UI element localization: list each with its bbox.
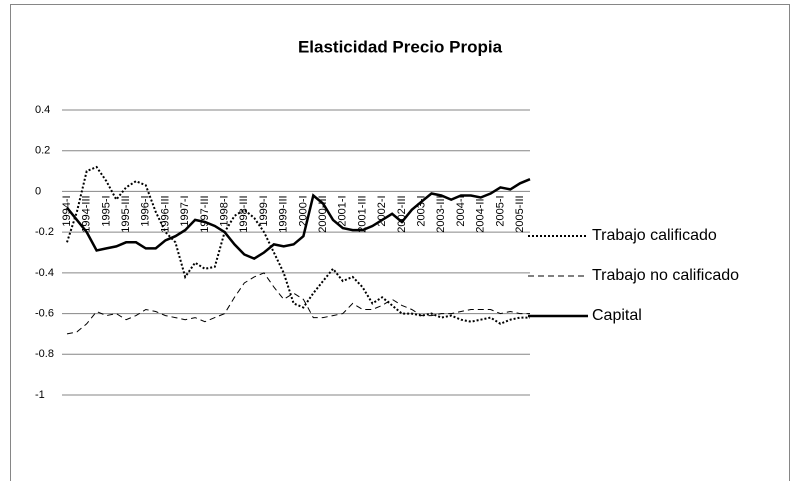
x-tick-label: 2004-III [475, 195, 487, 232]
x-tick-label: 2005-III [514, 195, 526, 232]
y-tick-label: -0.8 [35, 348, 54, 360]
x-tick-label: 2003-III [435, 195, 447, 232]
x-tick-label: 1996-I [140, 195, 152, 226]
x-tick-label: 2001-I [337, 195, 349, 226]
y-tick-label: 0.2 [35, 145, 50, 157]
x-tick-label: 1999-III [278, 195, 290, 232]
legend-label: Capital [592, 307, 642, 324]
x-tick-label: 1996-III [159, 195, 171, 232]
y-tick-label: 0.4 [35, 104, 50, 116]
x-tick-label: 1994-III [81, 195, 93, 232]
x-tick-label: 2002-III [396, 195, 408, 232]
x-tick-label: 1997-I [179, 195, 191, 226]
x-tick-label: 2004-I [455, 195, 467, 226]
x-tick-label: 1998-I [219, 195, 231, 226]
series-line [66, 165, 530, 325]
series-line [66, 272, 530, 335]
y-tick-label: -0.4 [35, 267, 54, 279]
x-tick-label: 2001-III [356, 195, 368, 232]
x-tick-label: 1997-III [199, 195, 211, 232]
x-tick-label: 2005-I [494, 195, 506, 226]
y-tick-label: -1 [35, 389, 45, 401]
x-tick-label: 1994-I [61, 195, 73, 226]
y-tick-label: 0 [35, 185, 41, 197]
y-tick-label: -0.6 [35, 307, 54, 319]
legend-label: Trabajo no calificado [592, 267, 739, 284]
legend-label: Trabajo calificado [592, 227, 717, 244]
x-tick-label: 1995-I [100, 195, 112, 226]
chart-border [10, 4, 790, 481]
x-tick-label: 1995-III [120, 195, 132, 232]
chart-title: Elasticidad Precio Propia [298, 37, 503, 56]
x-tick-label: 2000-III [317, 195, 329, 232]
x-tick-label: 2000-I [297, 195, 309, 226]
series-line [66, 178, 531, 261]
y-tick-label: -0.2 [35, 226, 54, 238]
x-tick-label: 1999-I [258, 195, 270, 226]
x-tick-label: 1998-III [238, 195, 250, 232]
